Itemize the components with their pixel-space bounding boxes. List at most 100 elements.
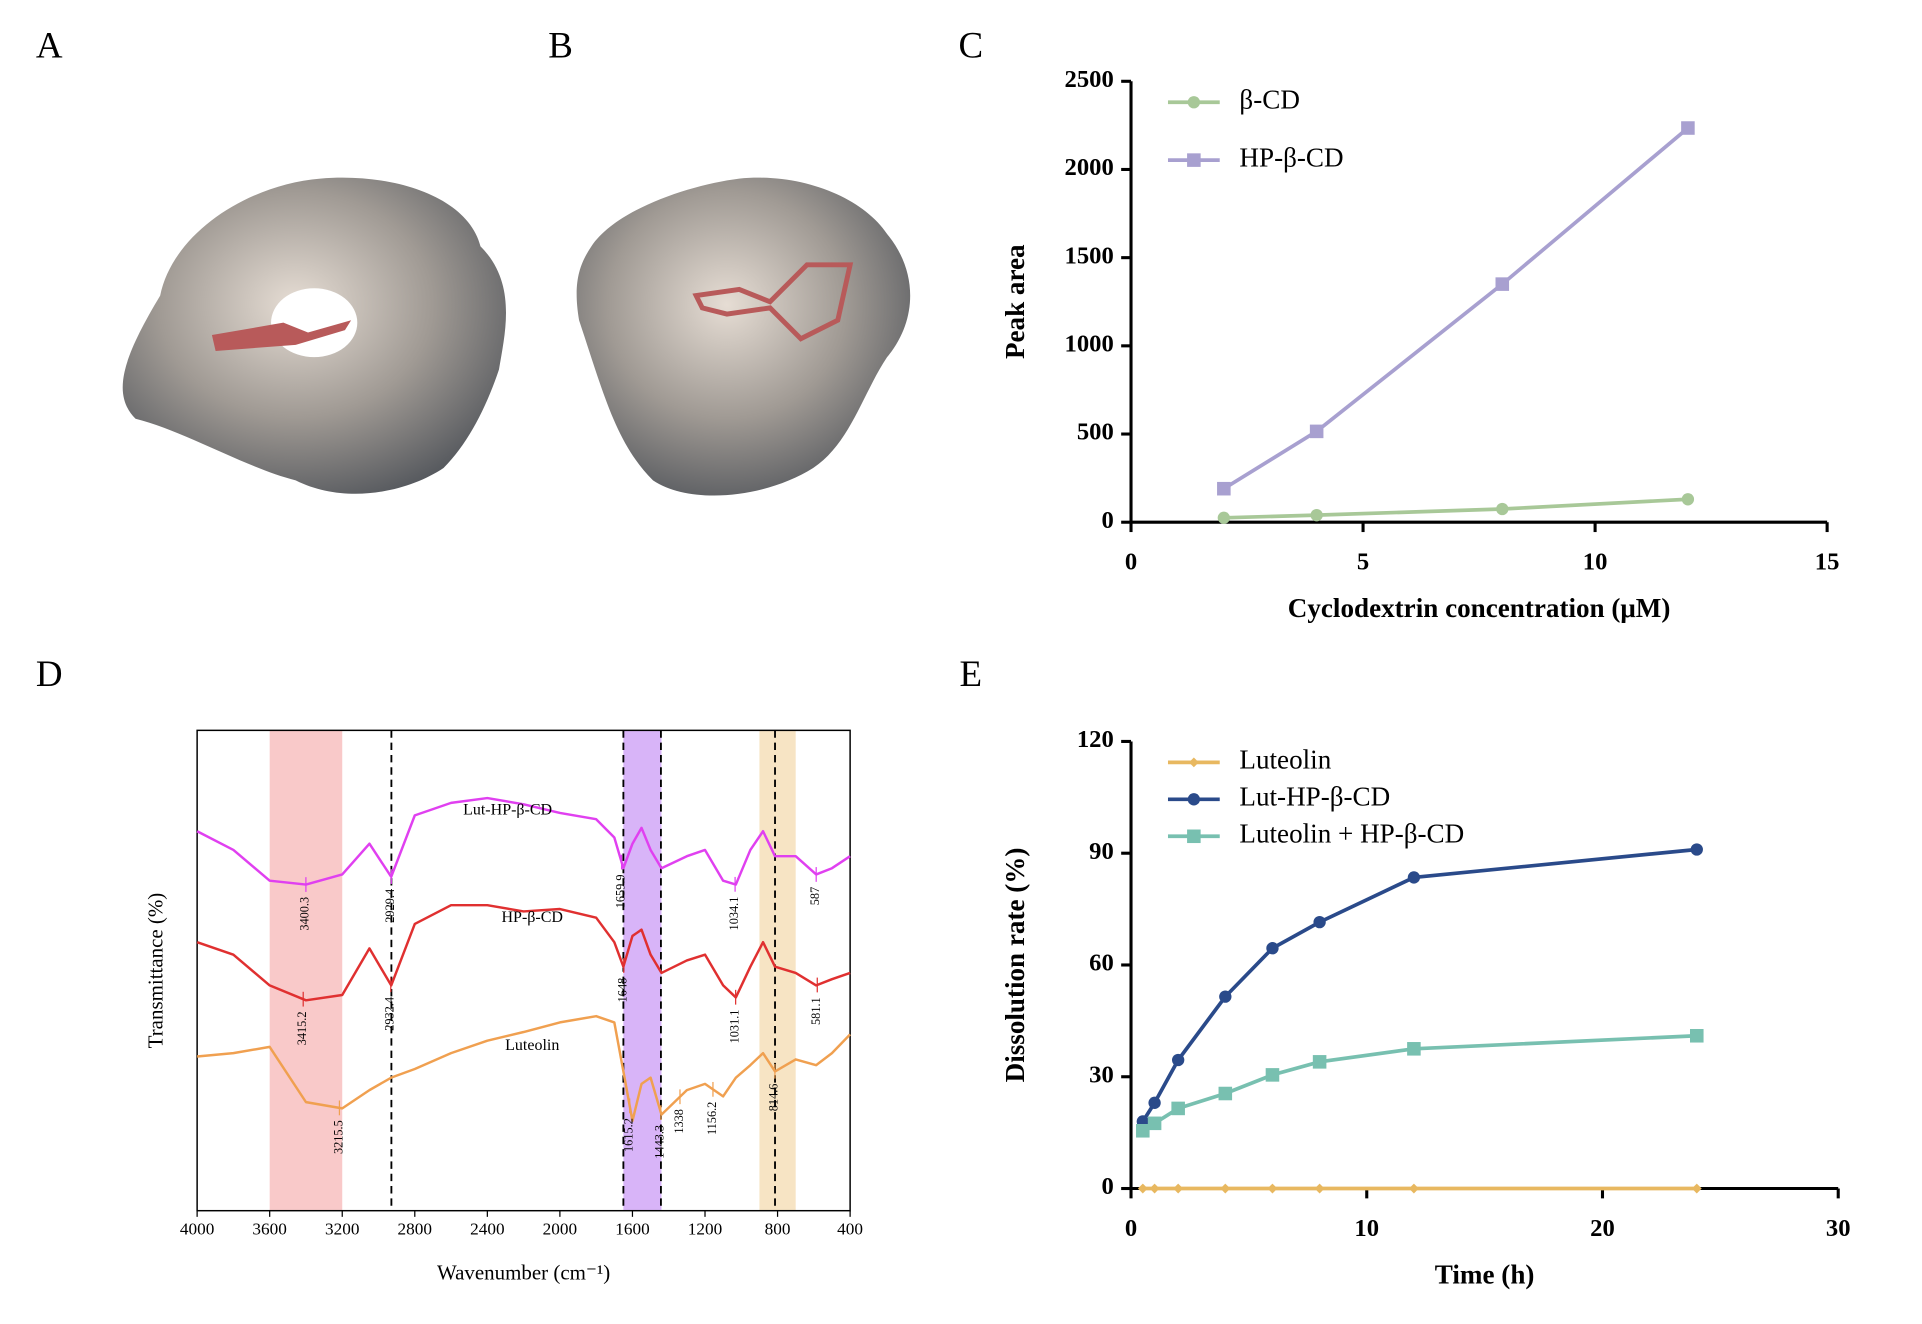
marker xyxy=(1187,96,1201,109)
x-tick-label: 3200 xyxy=(325,1219,359,1238)
series-label: Luteolin xyxy=(505,1037,559,1054)
x-tick-label: 2000 xyxy=(543,1219,577,1238)
marker xyxy=(1407,871,1421,884)
y-tick-label: 1000 xyxy=(1065,331,1114,358)
marker xyxy=(1173,1183,1184,1194)
marker xyxy=(1217,511,1230,524)
x-axis-label: Wavenumber (cm⁻¹) xyxy=(437,1261,610,1285)
marker xyxy=(1137,1183,1148,1194)
legend-label: Luteolin xyxy=(1239,745,1331,775)
marker xyxy=(1187,829,1201,844)
marker xyxy=(1690,1028,1704,1043)
marker xyxy=(1495,277,1510,291)
y-tick-label: 90 xyxy=(1089,838,1114,865)
y-axis-label: Peak area xyxy=(1000,244,1030,359)
x-tick-label: 30 xyxy=(1826,1215,1851,1242)
x-tick-label: 5 xyxy=(1357,549,1369,576)
y-tick-label: 1500 xyxy=(1065,242,1114,269)
peak-label: 1659.9 xyxy=(613,874,627,908)
chart: 0 500 1000 1500 2000 2500 0 5 10 15 Cyclodextrin c… xyxy=(1000,66,1840,623)
molecule-a xyxy=(122,177,506,494)
marker xyxy=(1218,1086,1233,1101)
x-tick-label: 10 xyxy=(1354,1215,1379,1242)
legend-label: β-CD xyxy=(1239,84,1299,114)
peak-label: 1156.2 xyxy=(705,1102,719,1135)
peak-label: 1615.2 xyxy=(622,1118,636,1152)
series-line xyxy=(1141,847,1697,1123)
x-tick-label: 1600 xyxy=(615,1219,649,1238)
marker xyxy=(1309,424,1324,439)
marker xyxy=(1267,1183,1278,1194)
plot-frame xyxy=(196,729,851,1212)
panel-label: D xyxy=(36,653,63,694)
panel-label: A xyxy=(36,25,63,66)
band xyxy=(269,730,343,1211)
x-tick-label: 800 xyxy=(765,1219,791,1238)
panel-label: C xyxy=(959,25,984,66)
marker xyxy=(1187,153,1201,167)
series-label: Lut-HP-β-CD xyxy=(463,802,552,819)
y-tick-label: 2000 xyxy=(1065,154,1114,181)
marker xyxy=(1681,121,1695,135)
peak-label: 1338 xyxy=(672,1109,686,1134)
legend-label: HP-β-CD xyxy=(1239,142,1343,172)
peak-label: 1031.1 xyxy=(727,1010,741,1044)
y-axis-label: Transmittance (%) xyxy=(144,893,168,1049)
peak-label: 1034.1 xyxy=(727,897,741,931)
chart: 0 30 60 90 120 0 10 20 30 Time (h) Dissolution rat… xyxy=(1000,726,1851,1289)
marker xyxy=(1265,1068,1280,1082)
peak-label: 2929.4 xyxy=(383,889,397,923)
x-tick-label: 0 xyxy=(1125,549,1137,576)
marker xyxy=(1188,757,1199,768)
x-axis-label: Cyclodextrin concentration (μM) xyxy=(1288,593,1671,623)
x-axis-label: Time (h) xyxy=(1435,1259,1535,1289)
marker xyxy=(1496,502,1509,516)
marker xyxy=(1314,1183,1325,1194)
marker xyxy=(1148,1096,1161,1109)
peak-label: 1648 xyxy=(616,978,630,1003)
series-line xyxy=(1223,497,1689,520)
peak-label: 1443.3 xyxy=(653,1125,667,1159)
spectrum-line xyxy=(196,903,851,1002)
y-axis-label: Dissolution rate (%) xyxy=(1000,848,1030,1083)
peak-label: 3400.3 xyxy=(298,897,312,931)
marker xyxy=(1313,915,1326,929)
marker xyxy=(1149,1183,1160,1194)
peak-label: 814.6 xyxy=(767,1084,781,1112)
y-tick-label: 0 xyxy=(1101,507,1113,534)
marker xyxy=(1172,1053,1185,1067)
peak-label: 3415.2 xyxy=(295,1011,309,1045)
y-tick-label: 500 xyxy=(1077,419,1114,446)
y-tick-label: 60 xyxy=(1089,950,1114,977)
marker xyxy=(1681,493,1695,506)
marker xyxy=(1691,1183,1702,1194)
marker xyxy=(1408,1183,1419,1194)
peak-label: 587 xyxy=(808,887,822,905)
y-tick-label: 2500 xyxy=(1065,66,1114,93)
chart: 4000 3600 3200 2800 2400 2000 1600 1200 800 400 Wa… xyxy=(144,729,863,1285)
x-tick-label: 20 xyxy=(1590,1215,1615,1242)
y-tick-label: 30 xyxy=(1089,1061,1114,1088)
marker xyxy=(1147,1116,1162,1131)
x-tick-label: 10 xyxy=(1583,549,1608,576)
marker xyxy=(1217,481,1231,496)
marker xyxy=(1312,1055,1327,1069)
x-tick-label: 1200 xyxy=(688,1219,722,1238)
x-tick-label: 2400 xyxy=(470,1219,504,1238)
x-tick-label: 3600 xyxy=(252,1219,286,1238)
x-tick-label: 0 xyxy=(1125,1215,1137,1242)
panel-label: B xyxy=(548,25,573,66)
marker xyxy=(1136,1123,1150,1138)
x-tick-label: 2800 xyxy=(398,1219,432,1238)
spectrum-line xyxy=(196,796,851,886)
band xyxy=(623,730,662,1211)
marker xyxy=(1220,1183,1231,1194)
molecule-b xyxy=(576,177,911,496)
peak-label: 581.1 xyxy=(809,997,823,1025)
legend-label: Luteolin + HP-β-CD xyxy=(1239,818,1464,848)
y-tick-label: 0 xyxy=(1101,1173,1113,1200)
legend-label: Lut-HP-β-CD xyxy=(1239,782,1390,812)
marker xyxy=(1187,793,1201,806)
marker xyxy=(1407,1042,1421,1056)
